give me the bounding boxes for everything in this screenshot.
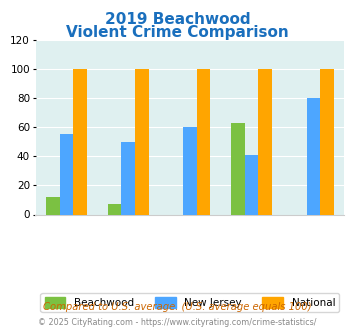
Text: Compared to U.S. average. (U.S. average equals 100): Compared to U.S. average. (U.S. average … [43,302,312,312]
Bar [73,69,87,214]
Bar [46,197,60,214]
Bar [307,98,320,214]
Text: Violent Crime Comparison: Violent Crime Comparison [66,25,289,40]
Text: 2019 Beachwood: 2019 Beachwood [105,12,250,26]
Bar [121,142,135,214]
Bar [183,127,197,214]
Bar [245,155,258,214]
Bar [258,69,272,214]
Bar [60,134,73,214]
Bar [320,69,334,214]
Bar [108,204,121,215]
Text: © 2025 CityRating.com - https://www.cityrating.com/crime-statistics/: © 2025 CityRating.com - https://www.city… [38,318,317,327]
Legend: Beachwood, New Jersey, National: Beachwood, New Jersey, National [40,293,339,313]
Bar [135,69,148,214]
Bar [231,123,245,214]
Bar [197,69,210,214]
